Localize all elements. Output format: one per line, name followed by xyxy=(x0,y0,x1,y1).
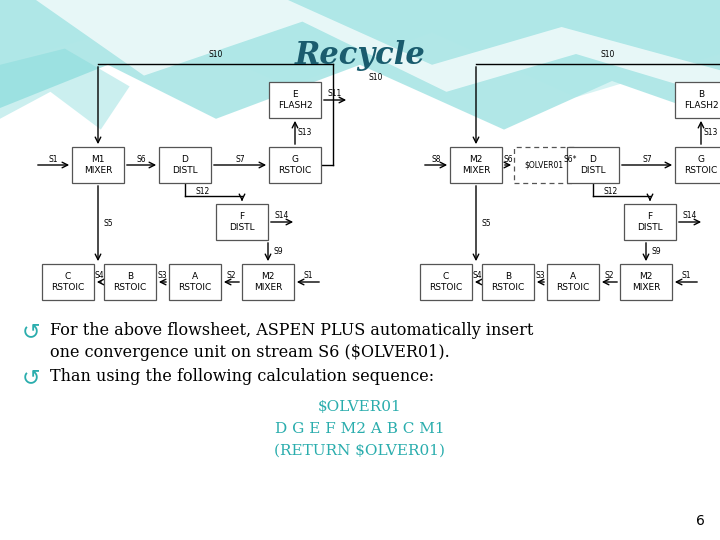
Text: S10: S10 xyxy=(208,50,222,59)
Bar xyxy=(547,264,599,300)
Text: ↺: ↺ xyxy=(22,368,40,388)
Polygon shape xyxy=(36,0,720,97)
Text: F
DISTL: F DISTL xyxy=(637,212,663,232)
Text: Recycle: Recycle xyxy=(294,40,426,71)
Text: $OLVER01: $OLVER01 xyxy=(524,160,564,170)
Polygon shape xyxy=(0,49,130,130)
Text: S7: S7 xyxy=(235,154,245,164)
Bar xyxy=(675,82,720,118)
Text: M2
MIXER: M2 MIXER xyxy=(632,272,660,292)
Text: B
FLASH2: B FLASH2 xyxy=(684,90,719,110)
Text: S6: S6 xyxy=(137,154,146,164)
Text: D
DISTL: D DISTL xyxy=(580,156,606,175)
Text: S4: S4 xyxy=(94,272,104,280)
Text: S1: S1 xyxy=(681,272,690,280)
Text: E
FLASH2: E FLASH2 xyxy=(278,90,312,110)
Text: M1
MIXER: M1 MIXER xyxy=(84,156,112,175)
Text: M2
MIXER: M2 MIXER xyxy=(462,156,490,175)
Bar xyxy=(624,204,676,240)
Text: S1: S1 xyxy=(303,272,312,280)
Text: D
DISTL: D DISTL xyxy=(172,156,198,175)
Text: one convergence unit on stream S6 ($OLVER01).: one convergence unit on stream S6 ($OLVE… xyxy=(50,344,450,361)
Bar xyxy=(482,264,534,300)
Text: A
RSTOIC: A RSTOIC xyxy=(179,272,212,292)
Bar xyxy=(242,264,294,300)
Bar xyxy=(269,147,321,183)
Bar xyxy=(450,147,502,183)
Text: S14: S14 xyxy=(275,212,289,220)
Text: ↺: ↺ xyxy=(22,322,40,342)
Text: S6: S6 xyxy=(503,154,513,164)
Text: C
RSTOIC: C RSTOIC xyxy=(51,272,85,292)
Text: S4: S4 xyxy=(472,272,482,280)
Text: S9: S9 xyxy=(273,247,283,256)
Bar xyxy=(420,264,472,300)
Text: C
RSTOIC: C RSTOIC xyxy=(429,272,463,292)
Text: S6*: S6* xyxy=(564,154,577,164)
Text: B
RSTOIC: B RSTOIC xyxy=(113,272,147,292)
Bar xyxy=(42,264,94,300)
Bar xyxy=(514,147,574,183)
Bar xyxy=(269,82,321,118)
Bar xyxy=(104,264,156,300)
Text: M2
MIXER: M2 MIXER xyxy=(254,272,282,292)
Text: For the above flowsheet, ASPEN PLUS automatically insert: For the above flowsheet, ASPEN PLUS auto… xyxy=(50,322,534,339)
Text: (RETURN $OLVER01): (RETURN $OLVER01) xyxy=(274,444,446,458)
Bar xyxy=(567,147,619,183)
Text: S2: S2 xyxy=(605,272,614,280)
Text: S13: S13 xyxy=(298,128,312,137)
Text: 6: 6 xyxy=(696,514,705,528)
Text: S1: S1 xyxy=(49,154,58,164)
Text: S12: S12 xyxy=(603,186,617,195)
Text: F
DISTL: F DISTL xyxy=(229,212,255,232)
Text: S10: S10 xyxy=(600,50,615,59)
Text: S12: S12 xyxy=(195,186,210,195)
Bar xyxy=(159,147,211,183)
Text: A
RSTOIC: A RSTOIC xyxy=(557,272,590,292)
Text: G
RSTOIC: G RSTOIC xyxy=(685,156,718,175)
Text: S11: S11 xyxy=(328,90,342,98)
Text: S7: S7 xyxy=(642,154,652,164)
Text: B
RSTOIC: B RSTOIC xyxy=(491,272,525,292)
Text: S10: S10 xyxy=(369,73,383,82)
Text: S9: S9 xyxy=(651,247,661,256)
Bar xyxy=(620,264,672,300)
Bar xyxy=(72,147,124,183)
Text: S5: S5 xyxy=(103,219,113,228)
Bar xyxy=(216,204,268,240)
Text: $OLVER01: $OLVER01 xyxy=(318,400,402,414)
Text: G
RSTOIC: G RSTOIC xyxy=(279,156,312,175)
Text: Than using the following calculation sequence:: Than using the following calculation seq… xyxy=(50,368,434,385)
Bar xyxy=(169,264,221,300)
Text: S14: S14 xyxy=(683,212,697,220)
Text: S3: S3 xyxy=(536,272,545,280)
Text: S2: S2 xyxy=(227,272,236,280)
Text: D G E F M2 A B C M1: D G E F M2 A B C M1 xyxy=(275,422,445,436)
Text: S8: S8 xyxy=(431,154,441,164)
Polygon shape xyxy=(0,0,720,130)
Polygon shape xyxy=(0,0,720,97)
Text: S3: S3 xyxy=(158,272,167,280)
Text: S13: S13 xyxy=(704,128,718,137)
Text: S5: S5 xyxy=(481,219,491,228)
Bar xyxy=(675,147,720,183)
